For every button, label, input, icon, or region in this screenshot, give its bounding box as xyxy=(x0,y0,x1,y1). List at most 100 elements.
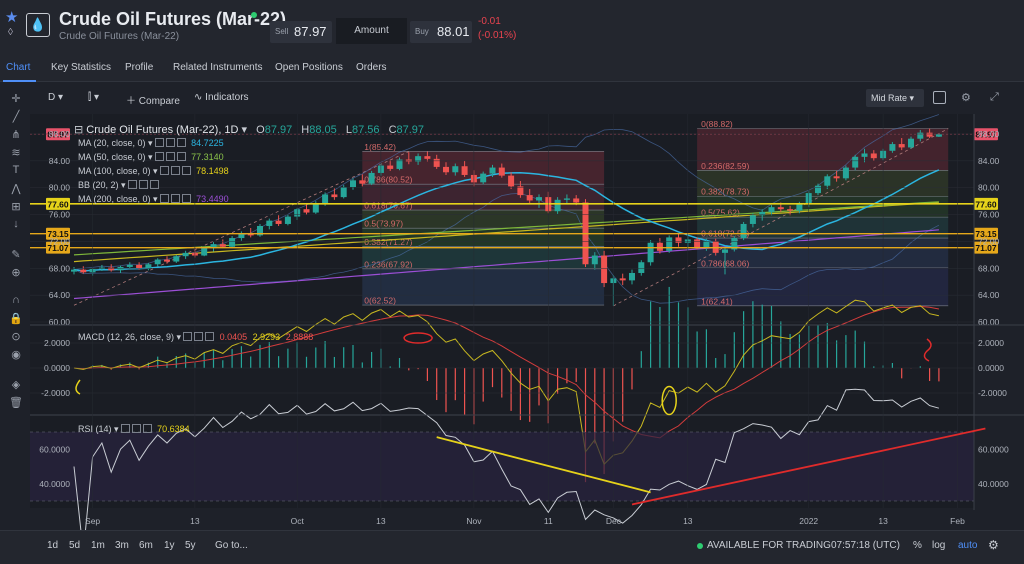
tab-orders[interactable]: Orders xyxy=(356,62,387,73)
candle-body xyxy=(731,238,738,250)
auto-toggle[interactable]: auto xyxy=(958,540,978,551)
fib-right-zone xyxy=(697,238,949,268)
macd-axis-label: 0.0000 xyxy=(978,363,1004,373)
crosshair-icon[interactable]: ✛ xyxy=(11,93,21,105)
candle-body xyxy=(480,173,487,183)
text-tool-icon[interactable]: T xyxy=(12,164,20,176)
main-legend: ⊟ Crude Oil Futures (Mar-22), 1D ▾ O87.9… xyxy=(74,124,425,136)
price-badge-label: 87.97 xyxy=(975,130,997,140)
pattern-icon[interactable]: ⋀ xyxy=(11,183,21,195)
candle-body xyxy=(759,211,766,216)
screenshot-icon[interactable] xyxy=(933,91,946,104)
ruler-icon[interactable]: ✎ xyxy=(11,249,21,261)
lock-icon[interactable]: 🔒 xyxy=(9,313,23,325)
interval-dropdown[interactable]: D ▾ xyxy=(48,92,64,103)
chart-footer: 1d 5d 1m 3m 6m 1y 5y Go to... AVAILABLE … xyxy=(0,530,1024,564)
tab-key-statistics[interactable]: Key Statistics xyxy=(51,62,112,73)
sell-button[interactable]: Sell 87.97 xyxy=(270,21,332,43)
candle-body xyxy=(350,180,356,188)
amount-input[interactable]: Amount xyxy=(336,18,407,44)
legend-ma20[interactable]: MA (20, close, 0) ▾ 84.7225 xyxy=(78,138,224,148)
low-value: 87.56 xyxy=(351,124,380,136)
legend-ma50[interactable]: MA (50, close, 0) ▾ 77.3140 xyxy=(78,152,224,162)
candle-body xyxy=(815,185,821,194)
candle-body xyxy=(331,194,338,198)
chart-settings-icon[interactable]: ⚙ xyxy=(988,538,999,552)
macd-axis-left-label: -2.0000 xyxy=(41,388,70,398)
layers-icon[interactable]: ◈ xyxy=(11,379,21,391)
price-axis-left-label: 84.00 xyxy=(49,156,71,166)
arrow-down-icon[interactable]: ↓ xyxy=(13,218,19,230)
buy-button[interactable]: Buy 88.01 xyxy=(410,21,472,43)
price-axis-left-label: 76.00 xyxy=(49,210,71,220)
zoom-in-icon[interactable]: ⊕ xyxy=(11,267,21,279)
tab-open-positions[interactable]: Open Positions xyxy=(275,62,343,73)
measure-icon[interactable]: ⊞ xyxy=(11,201,21,213)
candle-body xyxy=(861,153,868,157)
legend-macd[interactable]: MACD (12, 26, close, 9) ▾ 0.0405 2.9293 … xyxy=(78,332,314,342)
legend-bb[interactable]: BB (20, 2) ▾ xyxy=(78,180,159,191)
compare-button[interactable]: ＋ Compare xyxy=(126,96,180,107)
candle-body xyxy=(71,269,77,272)
rsi-uptrend-line xyxy=(631,427,986,506)
fullscreen-icon[interactable]: ⤢ xyxy=(990,91,999,103)
main-series-title: Crude Oil Futures (Mar-22), 1D xyxy=(86,124,239,136)
tab-related-instruments[interactable]: Related Instruments xyxy=(173,62,263,73)
macd-axis-label: 2.0000 xyxy=(978,338,1004,348)
timeframe-3m[interactable]: 3m xyxy=(115,540,129,551)
legend-ma200[interactable]: MA (200, close, 0) ▾ 73.4490 xyxy=(78,194,229,204)
chart-type-dropdown[interactable]: ⫿ ▾ xyxy=(88,92,99,103)
candle-body xyxy=(889,144,896,151)
log-toggle[interactable]: log xyxy=(932,540,946,551)
trend-line-icon[interactable]: ╱ xyxy=(12,111,20,123)
instrument-tabs: Chart Key Statistics Profile Related Ins… xyxy=(0,54,1024,82)
timeframe-5y[interactable]: 5y xyxy=(185,540,196,551)
candle-body xyxy=(312,203,319,213)
price-badge-left xyxy=(46,197,70,210)
timeframe-1m[interactable]: 1m xyxy=(91,540,105,551)
legend-ma100[interactable]: MA (100, close, 0) ▾ 78.1498 xyxy=(78,166,229,176)
price-badge-left xyxy=(46,241,70,254)
time-axis-label: Dec xyxy=(606,516,622,526)
legend-rsi[interactable]: RSI (14) ▾ 70.6384 xyxy=(78,424,190,434)
candle-body xyxy=(136,264,143,269)
candle-body xyxy=(173,256,180,262)
tab-profile[interactable]: Profile xyxy=(125,62,154,73)
trash-icon[interactable]: 🗑 xyxy=(9,397,23,409)
candle-body xyxy=(536,197,542,201)
fibonacci-icon[interactable]: ≋ xyxy=(11,147,21,159)
price-chart[interactable]: 1(85.42) 0.786(80.52) 0.618(76.67) 0.5(73.9… xyxy=(30,114,1024,530)
candle-body xyxy=(303,209,310,213)
chart-container[interactable]: 1(85.42) 0.786(80.52) 0.618(76.67) 0.5(73.9… xyxy=(30,114,1024,530)
candle-body xyxy=(517,186,524,196)
settings-gear-icon[interactable]: ⚙ xyxy=(961,92,971,104)
fib-right-zone xyxy=(697,128,949,171)
candle-body xyxy=(396,159,403,169)
price-badge xyxy=(974,128,998,141)
magnet-icon[interactable]: ∩ xyxy=(12,294,20,306)
candle-body xyxy=(424,156,431,159)
rsi-axis-left-label: 60.0000 xyxy=(39,444,70,454)
tab-chart[interactable]: Chart xyxy=(6,62,31,73)
bb-lower-band xyxy=(73,192,940,304)
percent-toggle[interactable]: % xyxy=(913,540,922,551)
rsi-band xyxy=(30,432,974,501)
pitchfork-icon[interactable]: ⋔ xyxy=(11,129,21,141)
indicators-button[interactable]: ∿ Indicators xyxy=(194,92,249,103)
availability-status: AVAILABLE FOR TRADING xyxy=(707,540,831,551)
star-icon[interactable]: ★ xyxy=(5,9,19,26)
price-axis-label: 88.00 xyxy=(978,129,1000,139)
drawing-tools: ✛ ╱ ⋔ ≋ T ⋀ ⊞ ↓ ✎ ⊕ ∩ 🔒 ⊙ ◉ ◈ 🗑 xyxy=(0,82,30,530)
timeframe-5d[interactable]: 5d xyxy=(69,540,81,551)
timeframe-1d[interactable]: 1d xyxy=(47,540,59,551)
open-value: 87.97 xyxy=(264,124,293,136)
timeframe-1y[interactable]: 1y xyxy=(164,540,175,551)
macd-right-mark xyxy=(923,338,932,362)
collapse-icon[interactable]: ⊟ xyxy=(74,124,84,136)
timeframe-6m[interactable]: 6m xyxy=(139,540,153,551)
candle-body xyxy=(498,167,505,176)
visibility-icon[interactable]: ◉ xyxy=(11,349,21,361)
goto-date-button[interactable]: Go to... xyxy=(215,540,248,551)
lock-all-icon[interactable]: ⊙ xyxy=(11,331,21,343)
price-mode-dropdown[interactable]: Mid Rate ▾ xyxy=(866,89,924,107)
